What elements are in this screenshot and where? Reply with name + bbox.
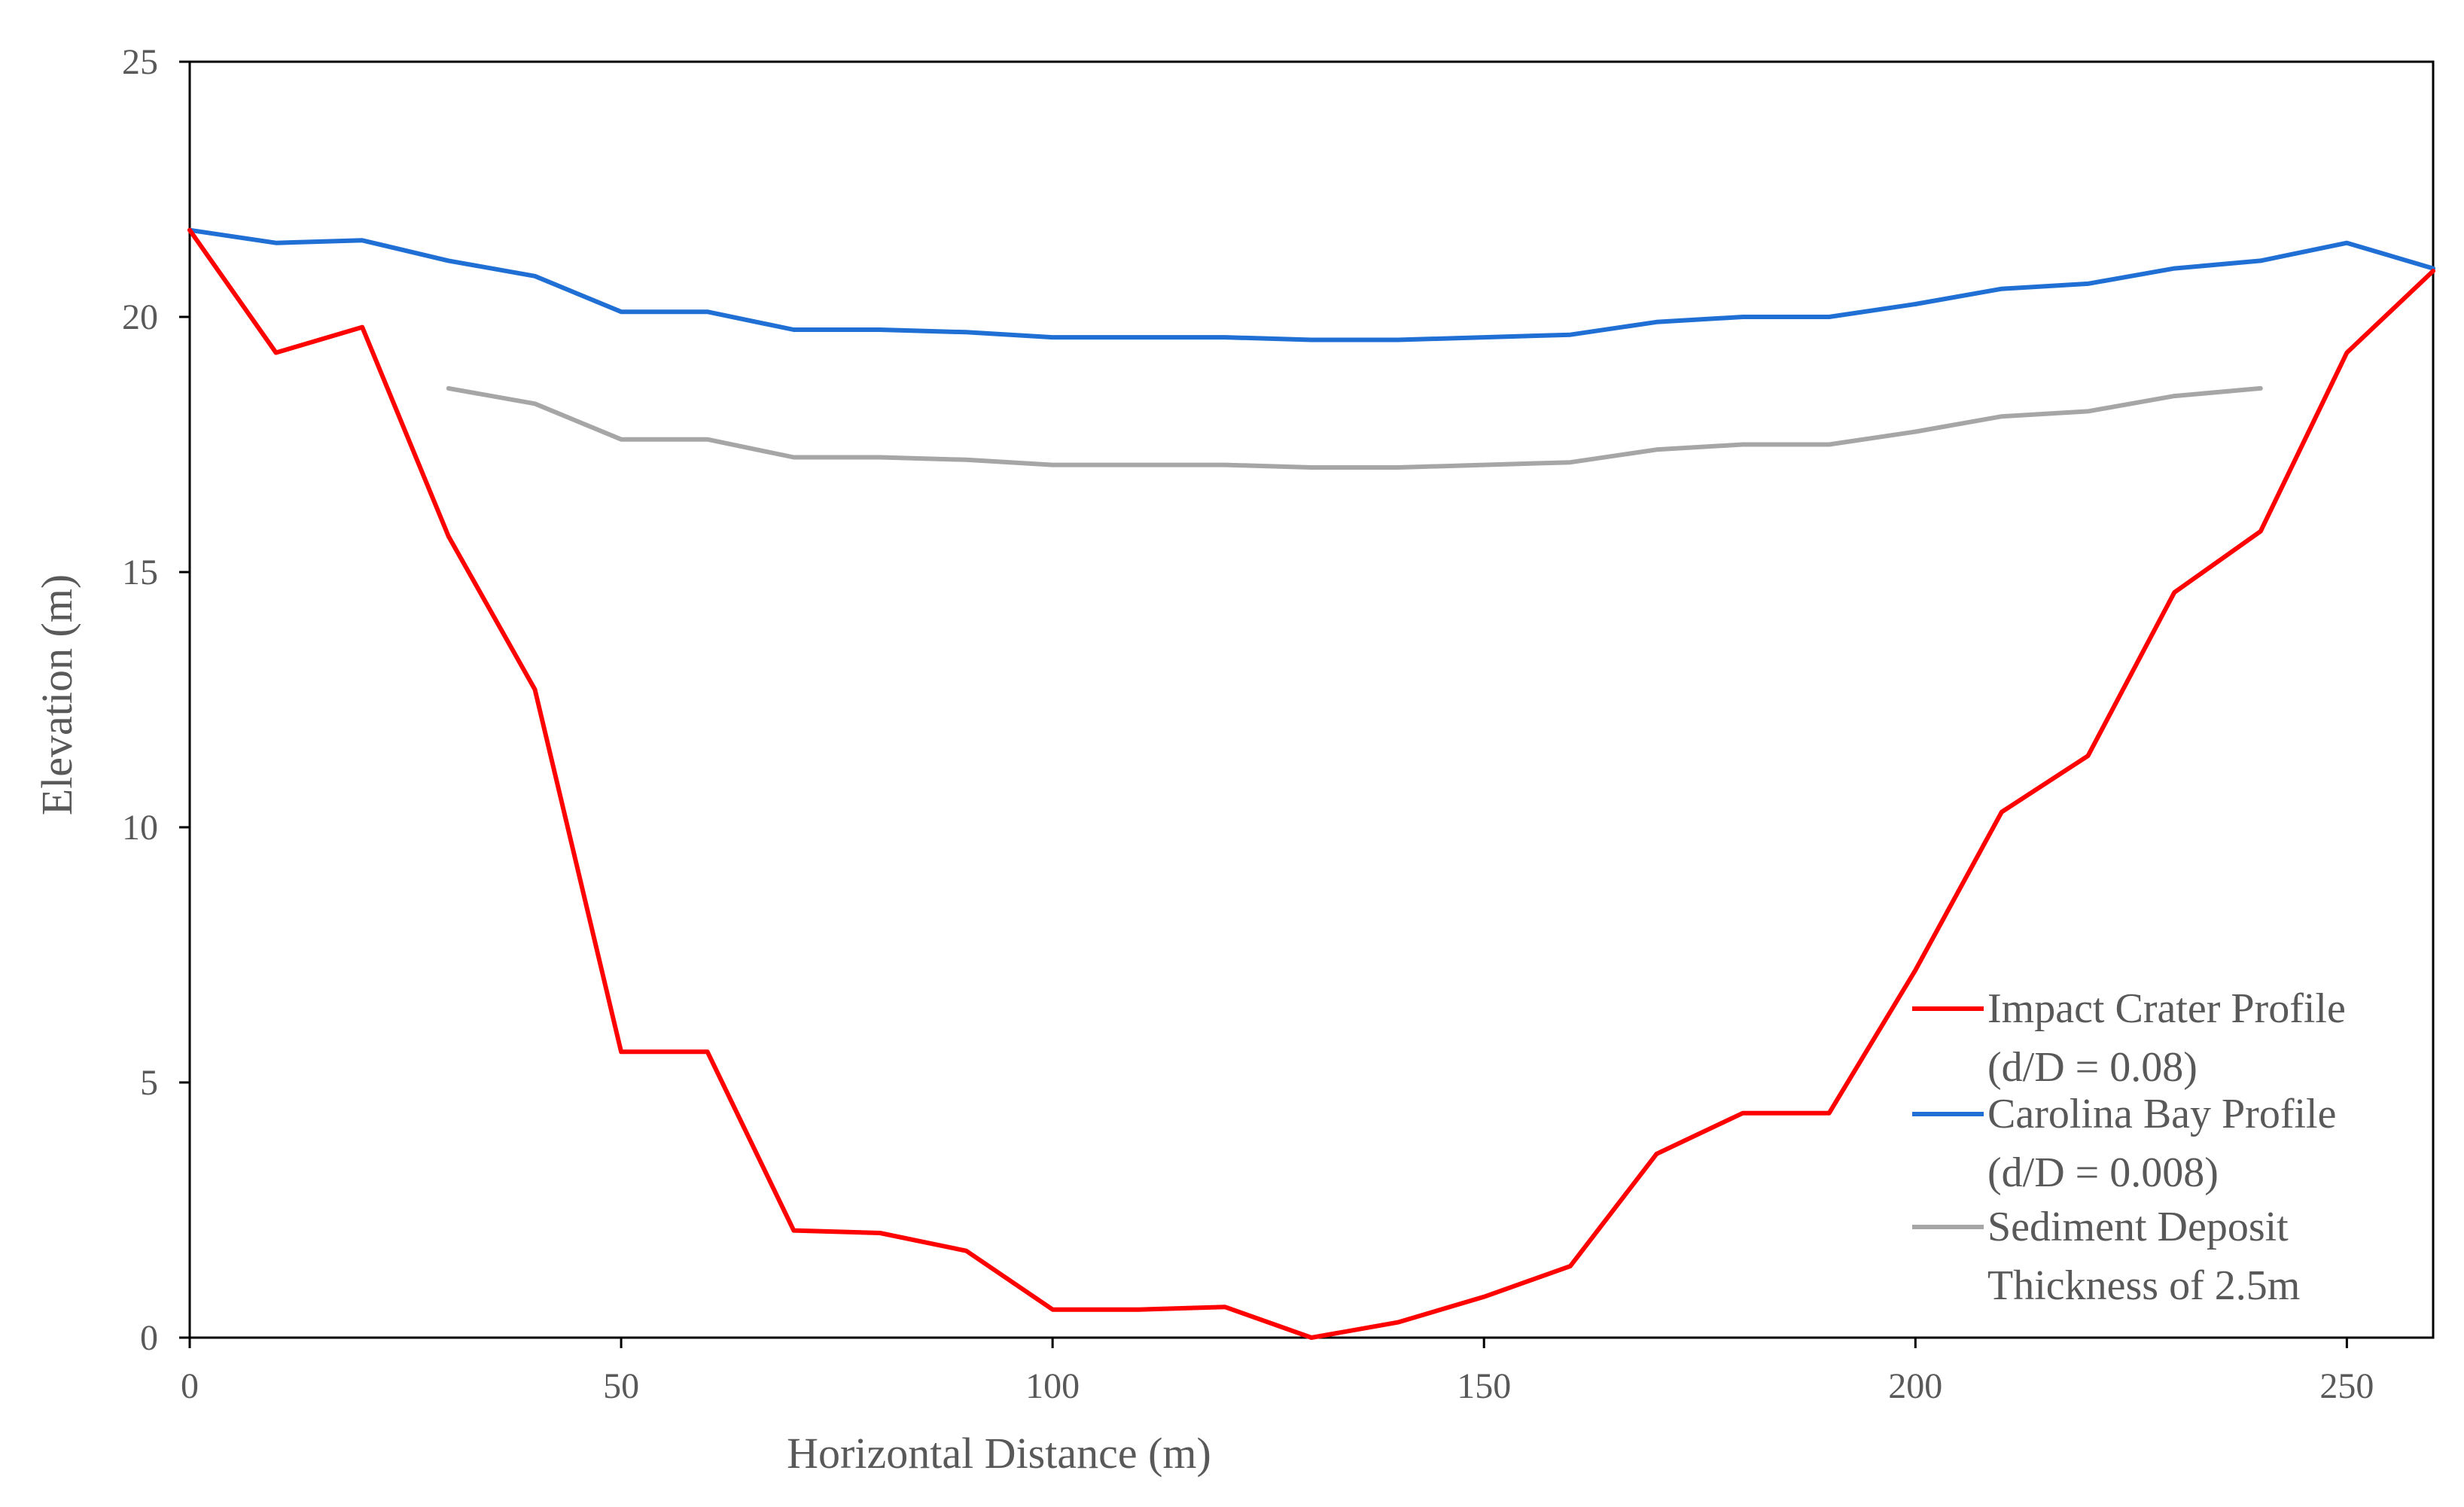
y-tick-label: 25 [122, 42, 158, 82]
x-tick-label: 50 [603, 1366, 639, 1406]
x-tick-label: 150 [1457, 1366, 1511, 1406]
x-tick-label: 200 [1888, 1366, 1942, 1406]
legend-label: Sediment Deposit [1987, 1204, 2289, 1250]
legend-label: (d/D = 0.08) [1987, 1044, 2197, 1091]
y-tick-label: 15 [122, 553, 158, 592]
axes-layer: 0 50 100 150 200 250 0 5 10 15 20 25 [122, 42, 2435, 1406]
legend-label: Carolina Bay Profile [1987, 1091, 2336, 1137]
series-layer [187, 227, 2435, 1340]
legend: Impact Crater Profile (d/D = 0.08)Carolin… [1912, 985, 2346, 1309]
x-tick-label: 250 [2319, 1366, 2374, 1406]
x-axis-label: Horizontal Distance (m) [787, 1429, 1211, 1478]
series-line-2 [446, 385, 2263, 470]
legend-label: (d/D = 0.008) [1987, 1149, 2219, 1196]
y-tick-label: 0 [140, 1318, 158, 1358]
y-tick-label: 10 [122, 808, 158, 848]
y-tick-label: 20 [122, 297, 158, 337]
x-tick-label: 100 [1025, 1366, 1080, 1406]
x-tick-label: 0 [181, 1366, 199, 1406]
series-line-1 [187, 227, 2435, 342]
plot-area-border [188, 60, 2435, 1339]
y-axis-label: Elevation (m) [32, 574, 81, 816]
legend-label: Impact Crater Profile [1987, 985, 2346, 1032]
y-tick-label: 5 [140, 1063, 158, 1103]
legend-label: Thickness of 2.5m [1987, 1262, 2300, 1309]
series-line-0 [187, 227, 2435, 1340]
